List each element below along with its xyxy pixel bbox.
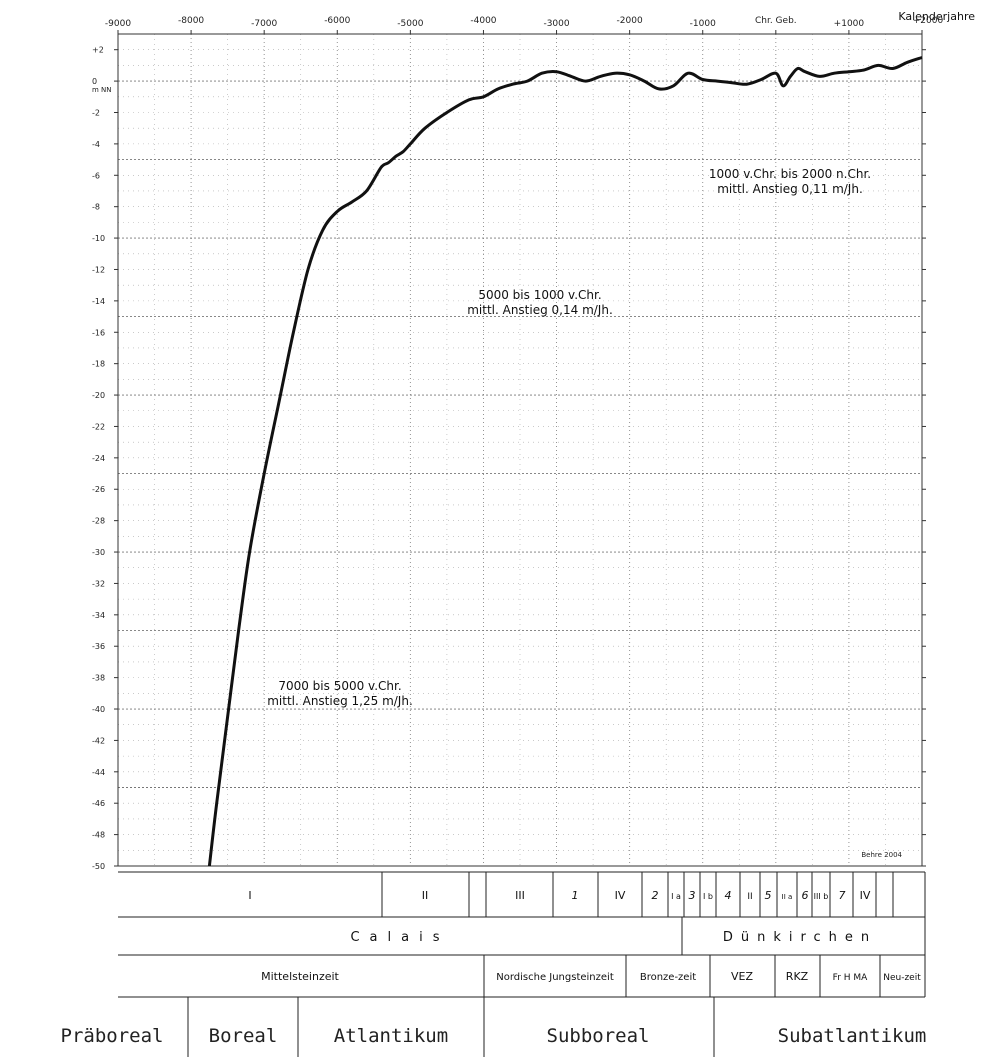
y-tick-label: -10: [92, 234, 105, 243]
y-tick-label: -14: [92, 297, 105, 306]
culture-bronzezeit: Bronze-zeit: [640, 972, 696, 983]
y-tick-label: -50: [92, 862, 105, 871]
y-tick-label: -12: [92, 265, 105, 274]
x-tick-label: -6000: [324, 16, 350, 26]
period-table: [118, 871, 926, 1057]
epoch-subatlantikum: Subatlantikum: [778, 1025, 927, 1047]
phase-label-Ia: I a: [671, 892, 681, 901]
y-tick-label: -30: [92, 548, 105, 557]
x-tick-label: +1000: [834, 19, 865, 29]
y-tick-label: -16: [92, 328, 105, 337]
y-tick-label: -6: [92, 171, 100, 180]
series-line-sea-level: [207, 56, 923, 867]
y-tick-label: -48: [92, 831, 105, 840]
transgression-calais: Calais: [350, 930, 449, 945]
culture-fr-h-ma: Fr H MA: [833, 973, 868, 983]
epoch-atlantikum: Atlantikum: [334, 1025, 448, 1047]
y-tick-label: -24: [92, 454, 105, 463]
y-tick-label: -2: [92, 108, 100, 117]
x-tick-label: -1000: [690, 19, 716, 29]
phase-label-IIa: II a: [782, 893, 793, 901]
annotation-mid-line2: mittl. Anstieg 0,14 m/Jh.: [467, 303, 613, 317]
phase-label-5: 5: [765, 889, 772, 902]
x-tick-label: -9000: [105, 19, 131, 29]
phase-label-IV-b: IV: [860, 889, 871, 902]
culture-mittelsteinzeit: Mittelsteinzeit: [261, 970, 339, 983]
annotation-early-line2: mittl. Anstieg 1,25 m/Jh.: [267, 694, 413, 708]
y-tick-label: -32: [92, 579, 105, 588]
phase-label-Ib: I b: [703, 892, 713, 901]
y-tick-label: -38: [92, 674, 105, 683]
x-tick-label: -8000: [178, 16, 204, 26]
phase-label-IV: IV: [615, 889, 626, 902]
y-tick-label: -36: [92, 642, 105, 651]
phase-label-IIIb: III b: [814, 892, 829, 901]
phase-label-I: I: [248, 889, 251, 902]
y-tick-label: -28: [92, 517, 105, 526]
annotation-early-line1: 7000 bis 5000 v.Chr.: [278, 679, 401, 693]
y-tick-label: -46: [92, 799, 105, 808]
x-tick-label: +2000: [913, 16, 944, 26]
phase-label-6: 6: [802, 889, 809, 902]
annotation-mid-line1: 5000 bis 1000 v.Chr.: [478, 288, 601, 302]
x-tick-label: -7000: [251, 19, 277, 29]
phase-label-7: 7: [839, 889, 846, 902]
x-tick-label: -2000: [617, 16, 643, 26]
phase-label-1: 1: [572, 889, 579, 902]
phase-label-4: 4: [725, 889, 732, 902]
epoch-praeboreal: Präboreal: [61, 1025, 164, 1047]
epoch-boreal: Boreal: [209, 1025, 278, 1047]
credit-label: Behre 2004: [861, 851, 902, 859]
x-tick-label: -4000: [470, 16, 496, 26]
y-tick-label: -34: [92, 611, 105, 620]
y-axis-title: m NN: [92, 86, 112, 94]
y-tick-label: -4: [92, 140, 100, 149]
plot-frame: [117, 33, 923, 867]
epoch-subboreal: Subboreal: [547, 1025, 650, 1047]
y-tick-label: -18: [92, 360, 105, 369]
x-tick-label: -3000: [543, 19, 569, 29]
phase-label-II-b: II: [747, 892, 752, 902]
phase-label-II: II: [422, 889, 429, 902]
culture-rkz: RKZ: [786, 970, 809, 983]
culture-jungsteinzeit: Nordische Jungsteinzeit: [496, 972, 614, 983]
culture-neuzeit: Neu-zeit: [883, 973, 921, 983]
y-tick-label: -8: [92, 203, 100, 212]
grid: [118, 34, 922, 866]
y-tick-label: -44: [92, 768, 105, 777]
annotation-late-line1: 1000 v.Chr. bis 2000 n.Chr.: [709, 167, 871, 181]
y-tick-label: -40: [92, 705, 105, 714]
y-tick-label: -22: [92, 422, 105, 431]
y-tick-label: +2: [92, 46, 104, 55]
y-tick-label: -42: [92, 736, 105, 745]
y-tick-label: 0: [92, 77, 97, 86]
top-axis-title: Kalenderjahre: [898, 10, 975, 23]
phase-label-3: 3: [689, 889, 696, 902]
x-tick-label: Chr. Geb.: [755, 16, 797, 26]
phase-label-III: III: [515, 889, 525, 902]
phase-label-2: 2: [652, 889, 659, 902]
x-tick-label: -5000: [397, 19, 423, 29]
y-axis-ticks: +2 0 -2 -4 -6 -8 -10 -12 -14 -16 -18 -20 -22 -24 -26 -2…: [92, 46, 926, 871]
y-tick-label: -26: [92, 485, 105, 494]
x-axis-ticks: -9000 -8000 -7000 -6000 -5000 -4000 -3000 -2000…: [105, 16, 944, 34]
y-tick-label: -20: [92, 391, 105, 400]
culture-vez: VEZ: [731, 970, 753, 983]
transgression-duenkirchen: Dünkirchen: [723, 930, 877, 945]
annotation-late-line2: mittl. Anstieg 0,11 m/Jh.: [717, 182, 863, 196]
